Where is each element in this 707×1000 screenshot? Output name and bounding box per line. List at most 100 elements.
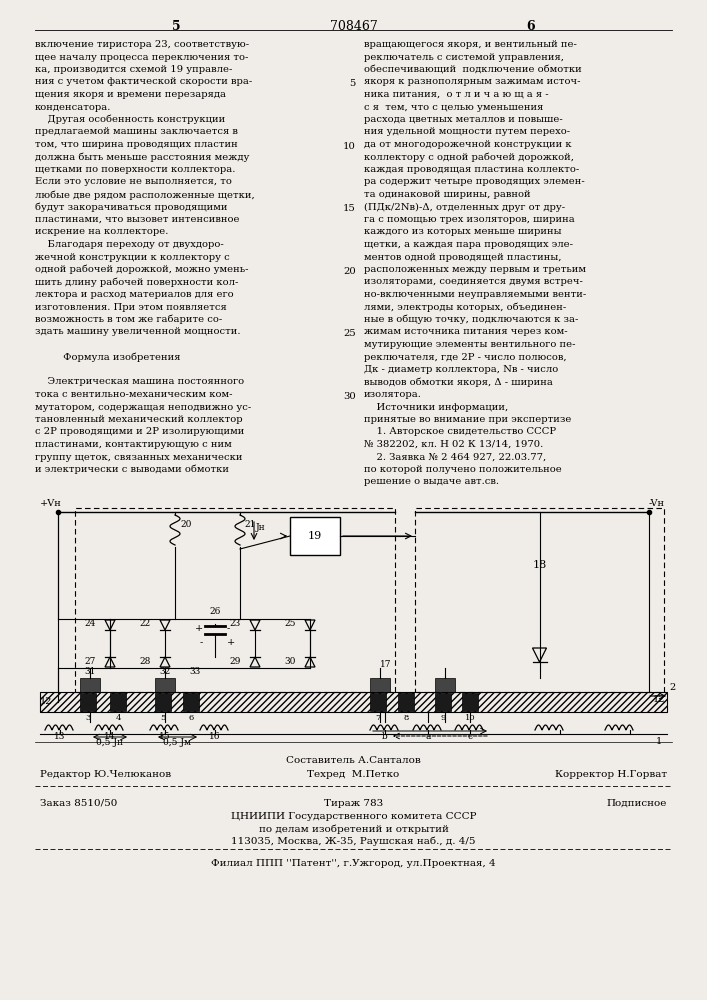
Text: мутирующие элементы вентильного пе-: мутирующие элементы вентильного пе- [364, 340, 575, 349]
Text: Редактор Ю.Челюканов: Редактор Ю.Челюканов [40, 770, 171, 779]
Text: 33: 33 [189, 667, 201, 676]
Text: выводов обмотки якоря, Δ - ширина: выводов обмотки якоря, Δ - ширина [364, 377, 553, 387]
Text: включение тиристора 23, соответствую-: включение тиристора 23, соответствую- [35, 40, 249, 49]
Text: ментов одной проводящей пластины,: ментов одной проводящей пластины, [364, 252, 561, 261]
Text: решение о выдаче авт.св.: решение о выдаче авт.св. [364, 478, 499, 487]
Bar [110, 693, 126, 711]
Text: Дк - диаметр коллектора, Nв - число: Дк - диаметр коллектора, Nв - число [364, 365, 559, 374]
Text: 7: 7 [375, 714, 380, 722]
Text: 22: 22 [140, 618, 151, 628]
Text: (ΠДк/2Nв)-Δ, отделенных друг от дру-: (ΠДк/2Nв)-Δ, отделенных друг от дру- [364, 202, 565, 212]
Text: реключатель с системой управления,: реключатель с системой управления, [364, 52, 564, 62]
Text: якоря к разнополярным зажимам источ-: якоря к разнополярным зажимам источ- [364, 78, 580, 87]
Text: Благодаря переходу от двухдоро-: Благодаря переходу от двухдоро- [35, 240, 223, 249]
Text: 2: 2 [669, 682, 675, 692]
Text: 24: 24 [85, 618, 96, 628]
Text: Jн: Jн [256, 523, 266, 532]
Text: том, что ширина проводящих пластин: том, что ширина проводящих пластин [35, 140, 238, 149]
Bar [370, 693, 386, 711]
Text: щее началу процесса переключения то-: щее началу процесса переключения то- [35, 52, 248, 62]
Text: Подписное: Подписное [607, 799, 667, 808]
Text: по делам изобретений и открытий: по делам изобретений и открытий [259, 824, 448, 834]
Text: искрение на коллекторе.: искрение на коллекторе. [35, 228, 168, 236]
Text: 10: 10 [343, 142, 356, 151]
Text: Филиал ППП ''Патент'', г.Ужгород, ул.Проектная, 4: Филиал ППП ''Патент'', г.Ужгород, ул.Про… [211, 859, 496, 868]
Text: ка, производится схемой 19 управле-: ка, производится схемой 19 управле- [35, 65, 233, 74]
Text: 0,5 Jн: 0,5 Jн [96, 738, 124, 747]
Text: жимам источника питания через ком-: жимам источника питания через ком- [364, 328, 568, 336]
Text: должна быть меньше расстояния между: должна быть меньше расстояния между [35, 152, 250, 162]
Text: жечной конструкции к коллектору с: жечной конструкции к коллектору с [35, 252, 230, 261]
Text: группу щеток, связанных механически: группу щеток, связанных механически [35, 452, 243, 462]
Text: та одинаковой ширины, равной: та одинаковой ширины, равной [364, 190, 531, 199]
Text: 21: 21 [244, 520, 255, 529]
Text: Формула изобретения: Формула изобретения [35, 353, 180, 362]
Text: с 2Р проводящими и 2Р изолирующими: с 2Р проводящими и 2Р изолирующими [35, 428, 245, 436]
Text: 20: 20 [180, 520, 192, 529]
Text: 25: 25 [284, 618, 296, 628]
Text: +: + [194, 624, 203, 633]
Text: 2. Заявка № 2 464 927, 22.03.77,: 2. Заявка № 2 464 927, 22.03.77, [364, 452, 547, 462]
Text: 19: 19 [308, 531, 322, 541]
Text: 18: 18 [532, 560, 547, 570]
Text: возможность в том же габарите со-: возможность в том же габарите со- [35, 315, 222, 324]
Text: обеспечивающий  подключение обмотки: обеспечивающий подключение обмотки [364, 65, 582, 74]
Text: 5: 5 [160, 714, 165, 722]
Text: a: a [426, 732, 431, 741]
Bar [155, 693, 171, 711]
Text: но-включенными неуправляемыми венти-: но-включенными неуправляемыми венти- [364, 290, 586, 299]
Bar [435, 693, 451, 711]
Text: реключателя, где 2Р - число полюсов,: реключателя, где 2Р - число полюсов, [364, 353, 566, 361]
Text: ния с учетом фактической скорости вра-: ния с учетом фактической скорости вра- [35, 78, 252, 87]
Text: 3: 3 [86, 714, 90, 722]
Text: 15: 15 [159, 732, 171, 741]
Text: 27: 27 [85, 658, 96, 666]
Text: 10: 10 [464, 714, 475, 722]
Text: ния удельной мощности путем перехо-: ния удельной мощности путем перехо- [364, 127, 570, 136]
Text: с я  тем, что с целью уменьшения: с я тем, что с целью уменьшения [364, 103, 544, 111]
Text: расположенных между первым и третьим: расположенных между первым и третьим [364, 265, 586, 274]
Text: здать машину увеличенной мощности.: здать машину увеличенной мощности. [35, 328, 240, 336]
Bar [435, 678, 455, 692]
Bar [155, 678, 175, 692]
Bar [398, 693, 414, 711]
Text: 13: 13 [54, 732, 66, 741]
Text: 12: 12 [40, 698, 52, 706]
Text: ЦНИИПИ Государственного комитета СССР: ЦНИИПИ Государственного комитета СССР [230, 812, 477, 821]
Text: 6: 6 [188, 714, 194, 722]
Text: ра содержит четыре проводящих элемен-: ра содержит четыре проводящих элемен- [364, 178, 585, 186]
Text: 5: 5 [350, 79, 356, 88]
Text: Составитель А.Санталов: Составитель А.Санталов [286, 756, 421, 765]
Text: вращающегося якоря, и вентильный пе-: вращающегося якоря, и вентильный пе- [364, 40, 577, 49]
Text: 12: 12 [653, 694, 665, 704]
Text: 15: 15 [343, 204, 356, 213]
Text: по которой получено положительное: по которой получено положительное [364, 465, 562, 474]
Text: каждого из которых меньше ширины: каждого из которых меньше ширины [364, 228, 561, 236]
Text: принятые во внимание при экспертизе: принятые во внимание при экспертизе [364, 415, 571, 424]
Text: 6: 6 [526, 20, 534, 33]
Text: Техред  М.Петко: Техред М.Петко [308, 770, 399, 779]
Text: тока с вентильно-механическим ком-: тока с вентильно-механическим ком- [35, 390, 233, 399]
Text: 17: 17 [380, 660, 392, 669]
Text: b: b [382, 732, 388, 741]
Text: № 382202, кл. Н 02 К 13/14, 1970.: № 382202, кл. Н 02 К 13/14, 1970. [364, 440, 543, 449]
Bar [183, 693, 199, 711]
Text: 1. Авторское свидетельство СССР: 1. Авторское свидетельство СССР [364, 428, 556, 436]
Text: 30: 30 [344, 392, 356, 401]
Text: 32: 32 [159, 667, 170, 676]
Text: +: + [227, 638, 235, 647]
Text: расхода цветных металлов и повыше-: расхода цветных металлов и повыше- [364, 115, 563, 124]
Text: +Vн: +Vн [40, 499, 62, 508]
Text: будут закорачиваться проводящими: будут закорачиваться проводящими [35, 202, 228, 212]
Text: и электрически с выводами обмотки: и электрически с выводами обмотки [35, 465, 229, 475]
Text: 31: 31 [84, 667, 95, 676]
Text: пластинами, что вызовет интенсивное: пластинами, что вызовет интенсивное [35, 215, 240, 224]
Bar [462, 693, 478, 711]
Text: 4: 4 [115, 714, 121, 722]
Text: 20: 20 [344, 267, 356, 276]
Text: 16: 16 [209, 732, 221, 741]
Text: 8: 8 [403, 714, 409, 722]
Text: изолятора.: изолятора. [364, 390, 422, 399]
Text: Заказ 8510/50: Заказ 8510/50 [40, 799, 117, 808]
Text: щения якоря и времени перезаряда: щения якоря и времени перезаряда [35, 90, 226, 99]
